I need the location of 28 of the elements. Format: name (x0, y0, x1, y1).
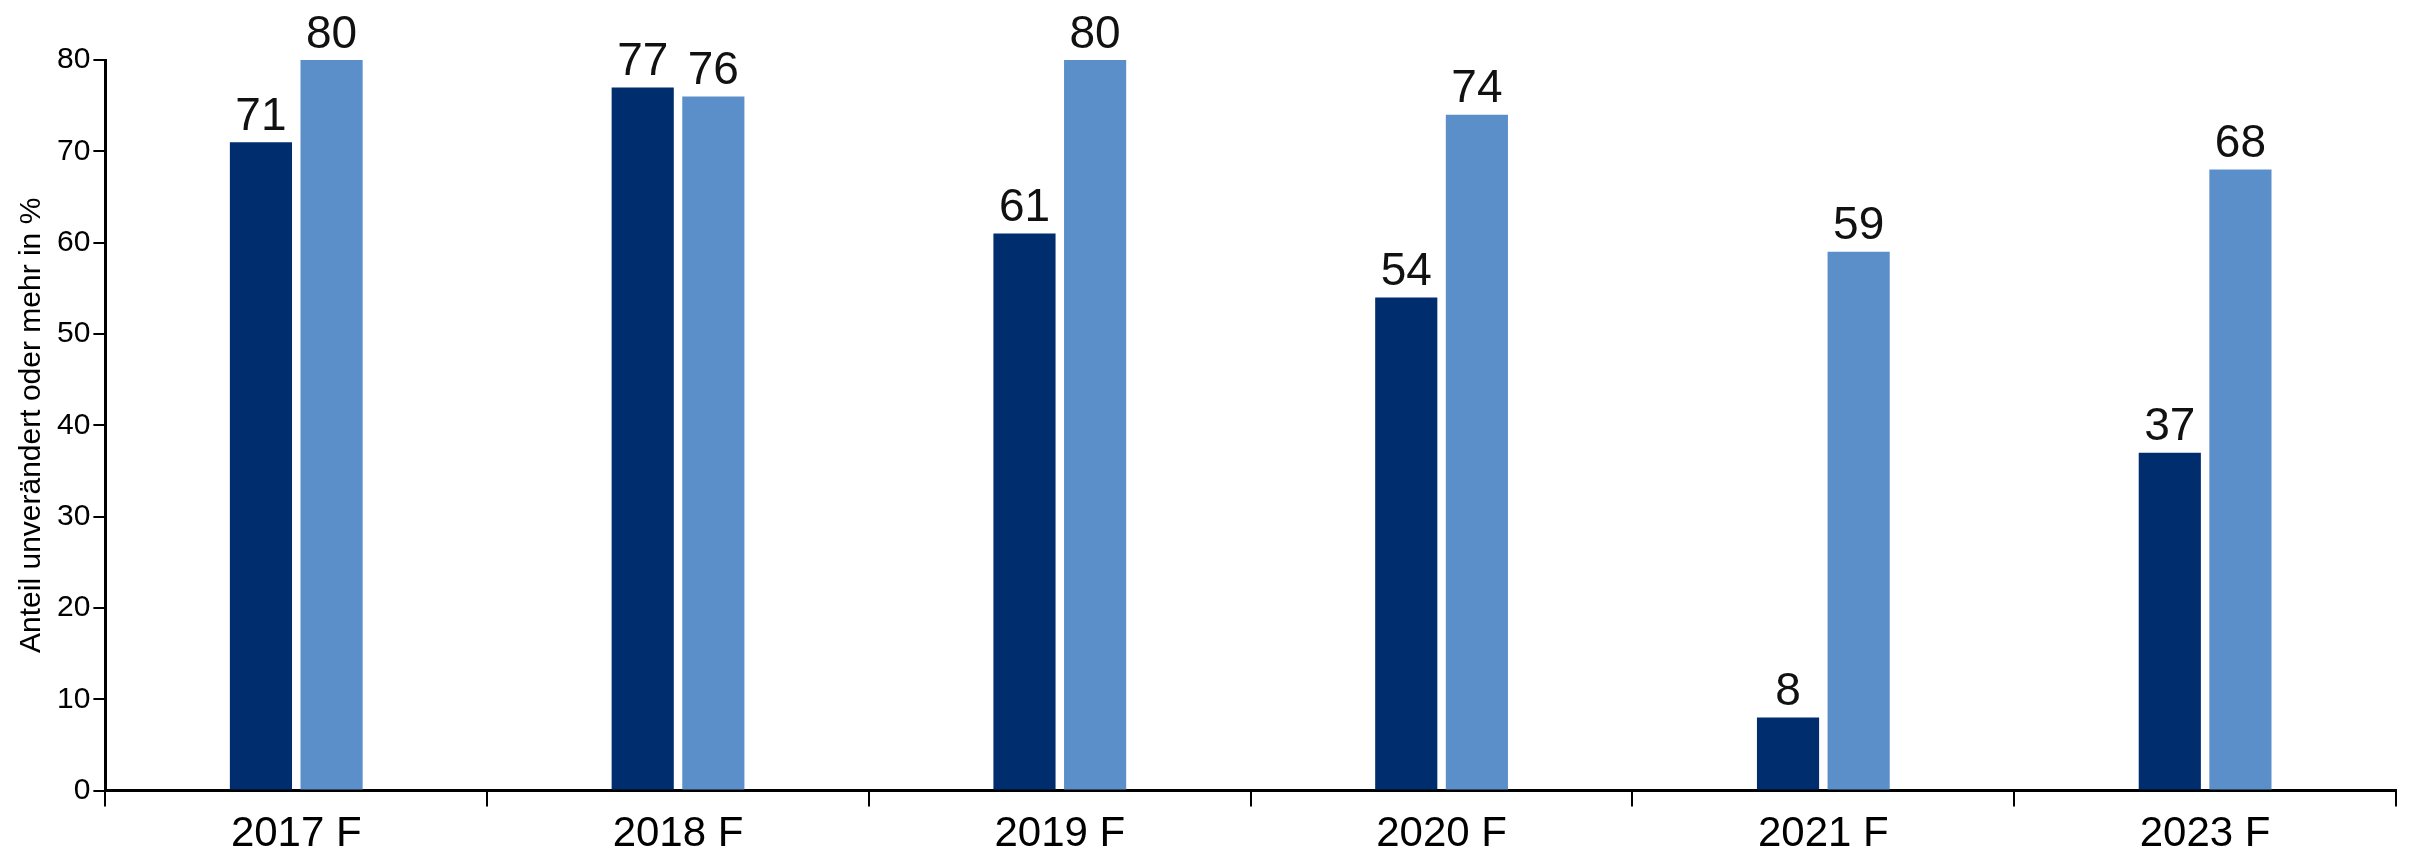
data-label: 80 (1069, 5, 1121, 58)
y-axis-title: Anteil unverändert oder mehr in % (13, 197, 47, 653)
data-label: 80 (305, 5, 358, 58)
y-tick-label: 80 (56, 41, 91, 75)
x-tick-label: 2020 F (1376, 808, 1507, 856)
y-tick-label: 40 (56, 406, 91, 440)
data-label: 76 (687, 42, 739, 95)
y-tick-label: 0 (73, 771, 91, 805)
x-tick-label: 2021 F (1757, 808, 1889, 856)
x-tick-label: 2019 F (994, 808, 1126, 856)
data-label: 59 (1833, 197, 1885, 250)
data-label: 74 (1451, 60, 1503, 113)
y-tick-label: 60 (56, 223, 91, 257)
y-tick-label: 20 (56, 589, 91, 623)
data-label: 68 (2214, 115, 2267, 168)
x-tick-label: 2017 F (230, 808, 362, 856)
data-label: 8 (1775, 663, 1801, 716)
data-label: 77 (617, 33, 669, 86)
x-tick-label: 2018 F (612, 808, 744, 856)
data-label: 54 (1380, 243, 1432, 296)
y-tick-label: 50 (56, 315, 91, 349)
y-tick-label: 10 (56, 680, 91, 714)
data-label: 37 (2144, 398, 2196, 451)
y-tick-label: 70 (56, 132, 91, 166)
data-label: 71 (235, 87, 287, 140)
y-tick-label: 30 (56, 497, 91, 531)
x-tick-label: 2023 F (2139, 808, 2271, 856)
data-label: 61 (998, 179, 1051, 232)
